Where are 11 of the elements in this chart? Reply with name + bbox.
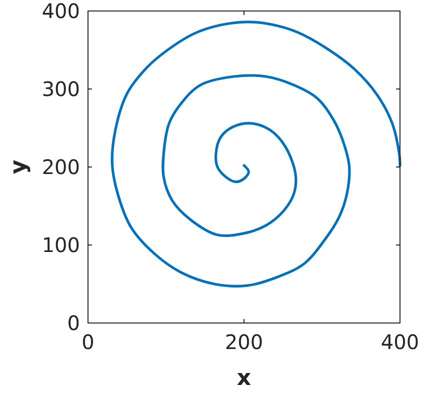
x-axis-title: x (236, 366, 252, 391)
line-series (110, 20, 402, 288)
y-tick-label: 400 (42, 0, 80, 23)
x-tick-label: 0 (82, 330, 94, 354)
y-tick-label: 100 (42, 233, 80, 257)
x-tick-label: 200 (224, 330, 264, 354)
y-axis-title: y (6, 160, 32, 174)
x-tick-label: 400 (380, 330, 420, 354)
y-tick-label: 200 (42, 155, 80, 179)
y-tick-label: 0 (67, 311, 80, 335)
y-tick-label: 300 (42, 77, 80, 101)
